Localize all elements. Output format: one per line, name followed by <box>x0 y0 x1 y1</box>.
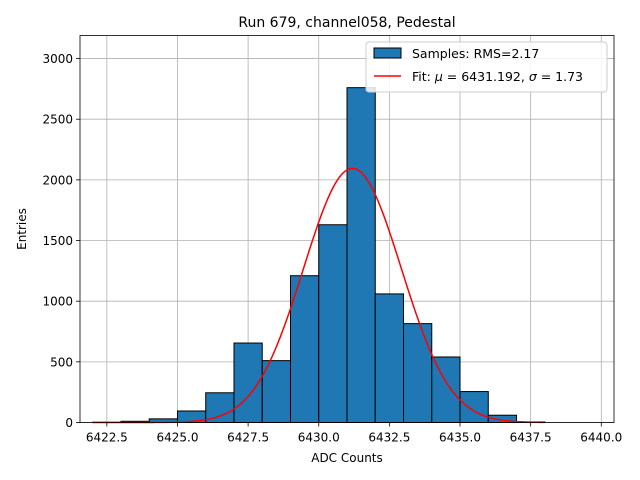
x-tick-label-2: 6427.5 <box>227 431 269 445</box>
legend-fit-mu-symbol: μ <box>434 69 443 84</box>
x-tick-label-3: 6430.0 <box>298 431 340 445</box>
y-tick-label-2: 1000 <box>42 295 73 309</box>
legend-fit-prefix: Fit: <box>412 69 435 84</box>
x-tick-label-6: 6437.5 <box>510 431 552 445</box>
y-axis-ticks: 0 500 1000 1500 2000 2500 3000 <box>42 52 80 430</box>
y-tick-label-0: 0 <box>65 416 73 430</box>
x-tick-label-4: 6432.5 <box>368 431 410 445</box>
histogram-bar-13 <box>459 391 489 424</box>
y-tick-label-6: 3000 <box>42 52 73 66</box>
plot-frame <box>79 35 615 423</box>
histogram-bar-4 <box>205 392 235 424</box>
x-axis-label: ADC Counts <box>311 451 383 465</box>
histogram-bar-11 <box>403 323 433 423</box>
x-tick-label-1: 6425.0 <box>156 431 198 445</box>
x-tick-label-7: 6440.0 <box>580 431 622 445</box>
y-axis-label: Entries <box>15 208 29 250</box>
legend-fit-mu-text: = 6431.192, <box>443 69 529 84</box>
histogram-bar-9 <box>346 87 376 424</box>
y-tick-label-3: 1500 <box>42 234 73 248</box>
x-tick-label-5: 6435.0 <box>439 431 481 445</box>
x-axis-ticks: 6422.5 6425.0 6427.5 6430.0 6432.5 6435.0 6437… <box>86 422 622 445</box>
x-tick-label-0: 6422.5 <box>86 431 128 445</box>
legend-box <box>365 41 608 93</box>
histogram-bar-8 <box>318 224 348 423</box>
histogram-bar-12 <box>431 356 461 423</box>
histogram-bar-6 <box>261 360 291 424</box>
legend-samples-swatch <box>373 47 402 59</box>
y-tick-label-5: 2500 <box>42 113 73 127</box>
legend: Samples: RMS=2.17 Fit: μ = 6431.192, σ =… <box>365 41 608 93</box>
y-tick-label-4: 2000 <box>42 173 73 187</box>
legend-fit-sigma-symbol: σ <box>529 69 538 84</box>
chart-title: Run 679, channel058, Pedestal <box>238 15 455 31</box>
histogram-bar-10 <box>374 293 405 423</box>
y-tick-label-1: 500 <box>50 355 73 369</box>
legend-fit-sigma-text: = 1.73 <box>537 69 583 84</box>
legend-samples-label: Samples: RMS=2.17 <box>412 46 539 61</box>
legend-fit-label: Fit: μ = 6431.192, σ = 1.73 <box>412 69 583 84</box>
